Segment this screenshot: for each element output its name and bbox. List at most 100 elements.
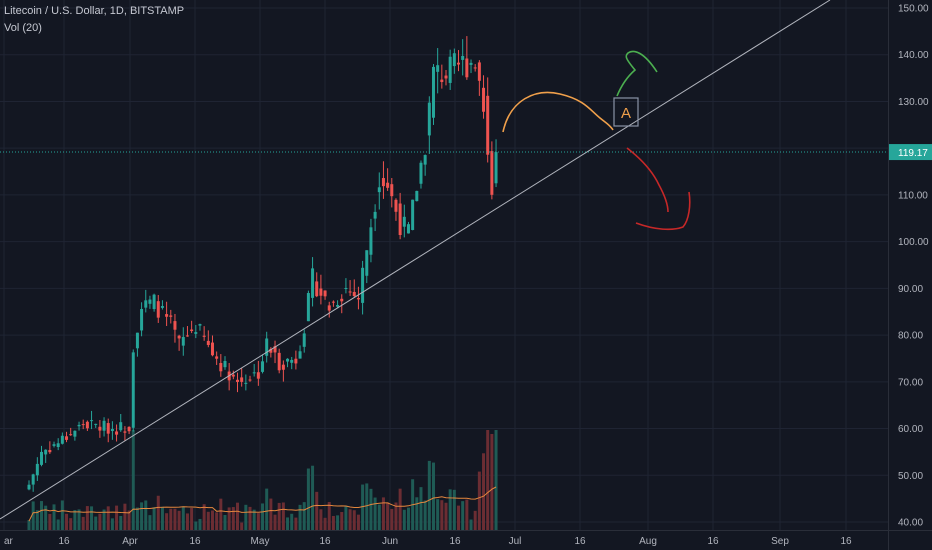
volume-bar <box>298 504 302 530</box>
candle-body <box>156 301 160 318</box>
candle-body <box>386 182 390 188</box>
trendline[interactable] <box>0 0 831 520</box>
volume-bar <box>160 506 164 530</box>
candle-body <box>198 324 202 326</box>
candle-body <box>390 184 394 197</box>
price-tick-label: 80.00 <box>898 331 923 342</box>
time-tick-label: 16 <box>189 536 201 547</box>
candle-body <box>248 379 252 381</box>
price-tick-label: 150.00 <box>898 4 929 15</box>
candle-body <box>261 361 265 372</box>
annotation-marker-label: A <box>621 105 631 122</box>
candle-body <box>377 187 381 193</box>
price-tick-label: 130.00 <box>898 97 929 108</box>
volume-bar <box>423 500 427 530</box>
candle-body <box>40 451 44 465</box>
candle-body <box>469 62 473 65</box>
volume-bar <box>244 504 248 530</box>
candle-body <box>406 224 410 234</box>
candle-body <box>482 87 486 112</box>
volume-bar <box>486 430 490 530</box>
candle-body <box>56 443 60 448</box>
volume-bar <box>85 506 89 530</box>
volume-bar <box>436 499 440 530</box>
candle-body <box>265 338 269 356</box>
candle-body <box>306 293 310 322</box>
volume-bar <box>248 506 252 530</box>
candle-body <box>160 306 164 308</box>
volume-bar <box>102 509 106 530</box>
candle-body <box>336 305 340 307</box>
candle-body <box>269 348 273 353</box>
candle-body <box>302 333 306 347</box>
price-tick-label: 90.00 <box>898 284 923 295</box>
volume-bar <box>77 509 81 530</box>
candle-body <box>315 281 319 297</box>
volume-bar <box>452 489 456 530</box>
volume-bar <box>152 507 156 530</box>
candle-body <box>140 308 144 331</box>
candle-body <box>31 474 35 485</box>
candle-body <box>256 372 260 379</box>
volume-bar <box>219 498 223 530</box>
current-price-label: 119.17 <box>898 148 928 159</box>
candle-body <box>123 431 127 433</box>
volume-bar <box>65 513 69 530</box>
candle-body <box>348 291 352 293</box>
volume-bar <box>90 506 94 530</box>
candle-body <box>423 155 427 165</box>
volume-bar <box>473 510 477 530</box>
volume-bar <box>98 513 102 530</box>
volume-bar <box>202 504 206 530</box>
candle-body <box>461 56 465 60</box>
volume-bar <box>286 517 290 530</box>
volume-bar <box>215 512 219 530</box>
projection-arrow-green[interactable] <box>616 50 658 97</box>
projection-curve-up[interactable] <box>502 91 614 133</box>
candle-body <box>144 300 148 308</box>
candle-body <box>106 423 110 434</box>
candle-body <box>81 424 85 426</box>
candle-body <box>286 358 290 362</box>
candle-body <box>352 291 356 297</box>
candle-body <box>236 379 239 382</box>
volume-bar <box>227 507 231 530</box>
candle-body <box>27 484 31 490</box>
volume-bar <box>369 488 373 530</box>
candle-body <box>281 364 285 370</box>
volume-bar <box>173 508 177 530</box>
annotation-marker-a[interactable] <box>613 97 639 127</box>
volume-bar <box>477 471 481 530</box>
volume-bar <box>494 430 498 530</box>
candle-body <box>356 297 360 300</box>
projection-arrow-red[interactable] <box>626 147 691 231</box>
volume-bar <box>261 503 265 530</box>
volume-bar <box>140 502 144 530</box>
time-tick-label: 16 <box>707 536 719 547</box>
volume-bar <box>44 505 48 530</box>
candle-body <box>398 203 402 236</box>
volume-bar <box>457 505 461 530</box>
volume-bar <box>402 509 406 530</box>
candlestick-series <box>27 36 498 492</box>
candle-body <box>219 363 223 372</box>
volume-bar <box>190 507 194 530</box>
candle-body <box>340 298 344 302</box>
candle-body <box>319 288 323 296</box>
volume-bar <box>465 499 469 530</box>
time-axis[interactable]: ar 16 Apr 16 May 16 Jun 16 Jul 16 Aug 16 Sep 16 <box>0 530 932 548</box>
candle-body <box>273 346 277 353</box>
volume-bar <box>406 507 410 530</box>
candle-body <box>381 178 385 187</box>
volume-bar <box>35 510 39 530</box>
volume-bar <box>352 510 356 530</box>
volume-bar <box>427 460 431 530</box>
time-tick-label: Jun <box>382 536 398 547</box>
candle-body <box>277 352 281 371</box>
volume-bar <box>119 515 123 530</box>
volume-bar <box>294 517 298 530</box>
candle-body <box>44 449 48 455</box>
candle-body <box>135 332 139 349</box>
